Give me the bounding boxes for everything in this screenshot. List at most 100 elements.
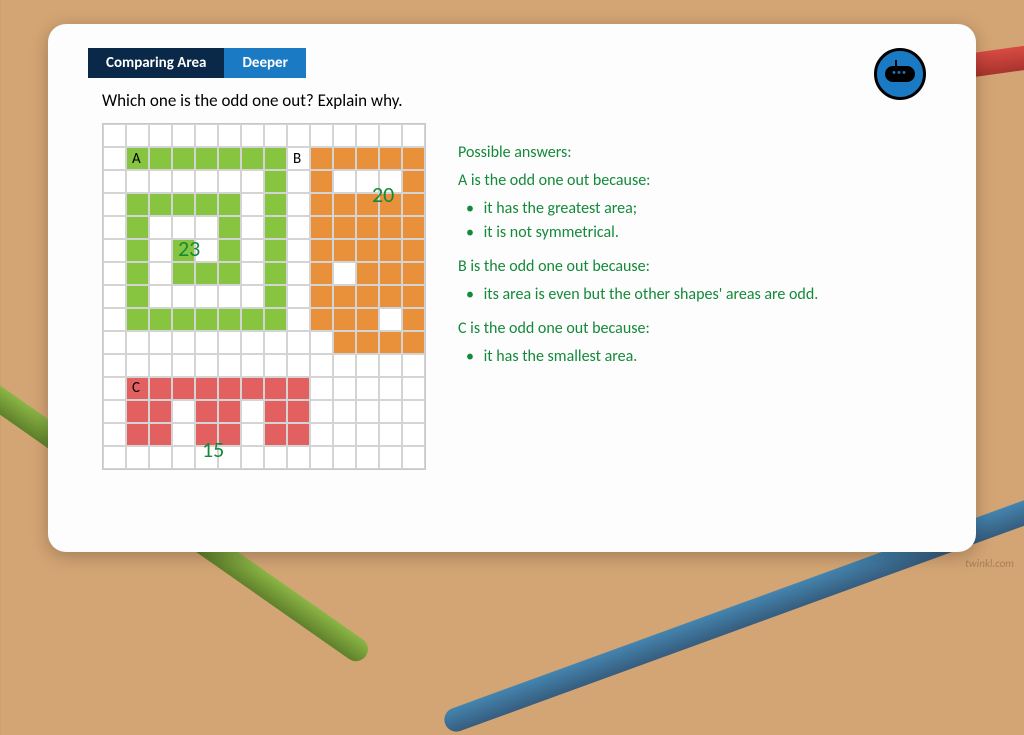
grid-cell	[149, 216, 172, 239]
watermark: twinkl.com	[965, 557, 1014, 570]
grid-cell	[264, 193, 287, 216]
grid-cell	[310, 216, 333, 239]
answers-panel: Possible answers: A is the odd one out b…	[458, 123, 936, 470]
grid-cell	[172, 400, 195, 423]
grid-cell	[126, 331, 149, 354]
grid-cell	[356, 239, 379, 262]
grid-cell	[103, 308, 126, 331]
shape-value-a: 23	[178, 235, 200, 262]
grid-cell	[356, 446, 379, 469]
grid-cell	[241, 124, 264, 147]
grid-cell	[149, 377, 172, 400]
grid-cell	[287, 308, 310, 331]
grid-cell	[195, 400, 218, 423]
grid-cell	[264, 216, 287, 239]
grid-cell	[402, 446, 425, 469]
grid-cell	[402, 308, 425, 331]
grid-cell	[103, 216, 126, 239]
answer-bullets: it has the greatest area; it is not symm…	[458, 197, 936, 245]
grid-cell	[356, 331, 379, 354]
shape-label-b: B	[293, 150, 301, 168]
grid-cell	[310, 423, 333, 446]
grid-cell	[126, 354, 149, 377]
grid-cell	[241, 446, 264, 469]
grid-cell	[379, 239, 402, 262]
answer-bullet: it is not symmetrical.	[458, 221, 936, 245]
grid-cell	[379, 285, 402, 308]
grid-cell	[126, 423, 149, 446]
grid-cell	[287, 170, 310, 193]
answer-intro: B is the odd one out because:	[458, 255, 936, 279]
grid-cell	[310, 124, 333, 147]
grid-cell	[379, 377, 402, 400]
grid-cell	[149, 193, 172, 216]
grid-cell	[379, 400, 402, 423]
grid-cell	[195, 170, 218, 193]
grid-cell	[126, 239, 149, 262]
grid-cell	[149, 147, 172, 170]
grid-cell	[241, 262, 264, 285]
shape-value-c: 15	[202, 436, 224, 463]
tab-bar: Comparing Area Deeper	[88, 48, 936, 78]
grid-cell	[310, 147, 333, 170]
grid-cell	[218, 308, 241, 331]
grid-cell	[195, 147, 218, 170]
grid-cell	[287, 400, 310, 423]
grid-cell	[379, 262, 402, 285]
grid-cell	[241, 354, 264, 377]
grid-cell	[402, 354, 425, 377]
grid-cell	[149, 285, 172, 308]
grid-cell	[356, 423, 379, 446]
grid-cell	[402, 124, 425, 147]
grid-cell	[126, 400, 149, 423]
grid-cell	[103, 354, 126, 377]
content-row: A B C 23 20 15 Possible answers: A is th…	[88, 123, 936, 470]
grid-cell	[218, 216, 241, 239]
grid-cell	[126, 124, 149, 147]
grid-cell	[218, 285, 241, 308]
answer-intro: A is the odd one out because:	[458, 169, 936, 193]
grid-cell	[149, 331, 172, 354]
grid-cell	[356, 216, 379, 239]
grid-cell	[195, 354, 218, 377]
grid-cell	[103, 331, 126, 354]
grid-cell	[103, 170, 126, 193]
grid-cell	[149, 446, 172, 469]
grid-cell	[218, 400, 241, 423]
grid-cell	[287, 193, 310, 216]
grid-cell	[402, 377, 425, 400]
grid-cell	[218, 354, 241, 377]
grid-cell	[149, 400, 172, 423]
grid-cell	[195, 285, 218, 308]
grid-cell	[103, 147, 126, 170]
grid-cell	[241, 193, 264, 216]
grid-cell	[356, 354, 379, 377]
grid-cell	[287, 285, 310, 308]
grid-cell	[218, 262, 241, 285]
grid-cell	[356, 285, 379, 308]
grid-cell	[149, 308, 172, 331]
grid-cell	[241, 170, 264, 193]
grid-cell	[310, 285, 333, 308]
grid-cell	[172, 308, 195, 331]
grid-cell	[149, 239, 172, 262]
grid-cell	[126, 193, 149, 216]
grid-cell	[172, 262, 195, 285]
grid-cell	[333, 446, 356, 469]
grid-cell	[103, 400, 126, 423]
grid-cell	[287, 377, 310, 400]
grid-cell	[241, 377, 264, 400]
grid-cell	[172, 423, 195, 446]
grid-cell	[241, 239, 264, 262]
grid-cell	[402, 423, 425, 446]
grid-cell	[333, 147, 356, 170]
shape-value-b: 20	[372, 181, 394, 208]
grid-cell	[333, 262, 356, 285]
grid-cell	[103, 446, 126, 469]
grid-cell	[264, 308, 287, 331]
shape-label-c: C	[132, 379, 140, 397]
answer-intro: C is the odd one out because:	[458, 317, 936, 341]
grid-cell	[356, 377, 379, 400]
grid-cell	[356, 124, 379, 147]
grid-cell	[287, 354, 310, 377]
